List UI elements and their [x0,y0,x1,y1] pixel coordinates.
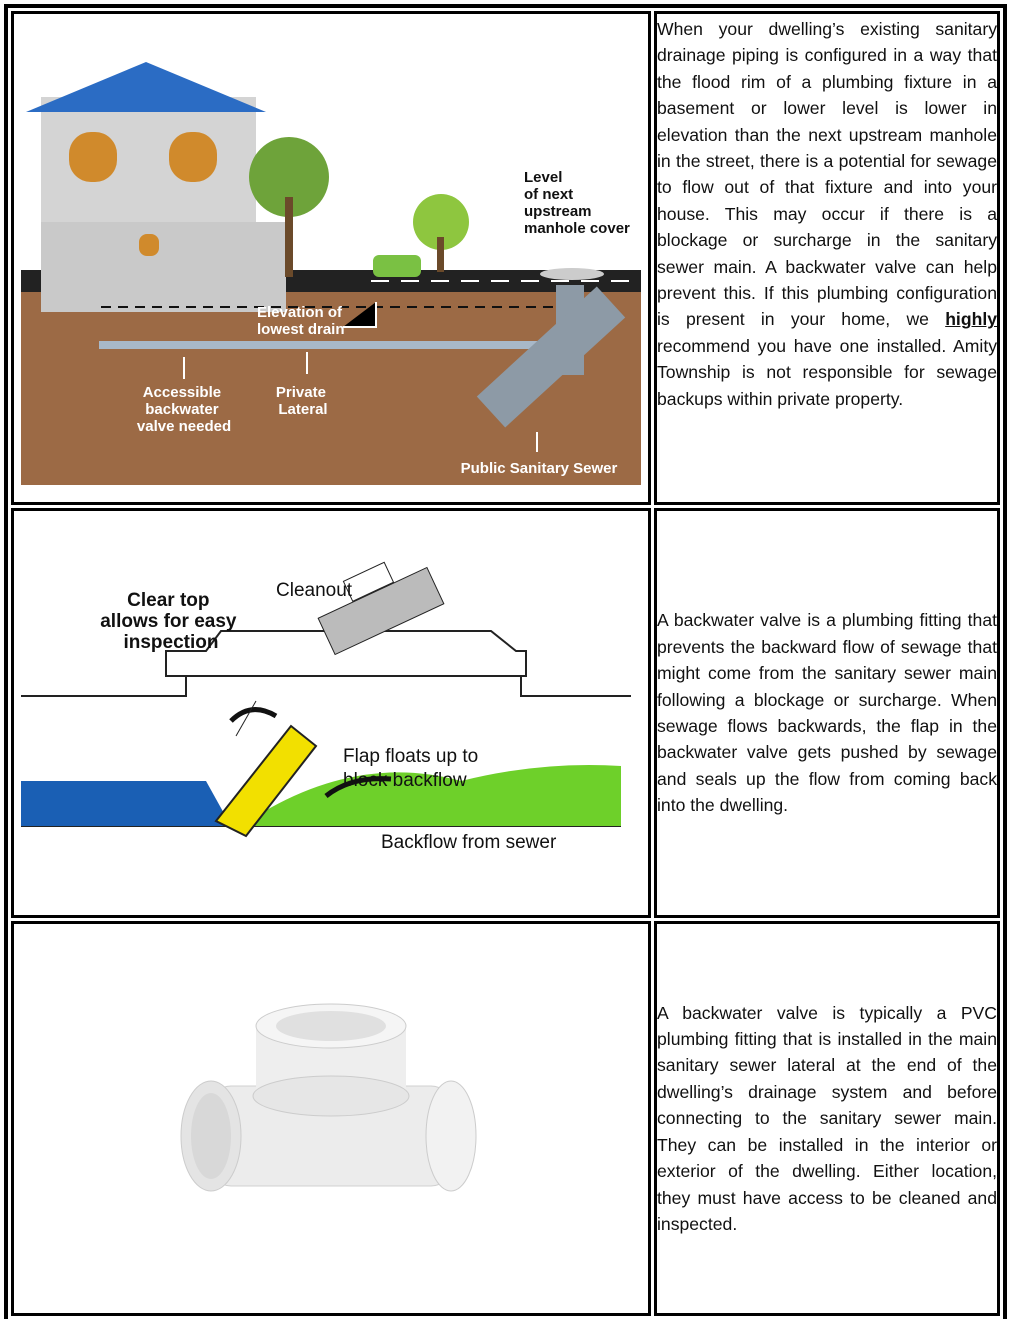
valve-diagram: Clear top allows for easy inspection Cle… [21,551,641,871]
diagram-label: Public Sanitary Sewer [461,460,618,477]
figure-cell [11,921,651,1316]
paragraph: When your dwelling’s existing sanitary d… [657,16,997,412]
sewer-diagram: Level of next upstream manhole cover Ele… [21,27,641,485]
page: Backwater Valve {"rows": [ {"figure": { … [0,0,1011,1317]
diagram-label: Level of next upstream manhole cover [524,169,630,237]
diagram-label: Backflow from sewer [381,832,557,853]
document: Level of next upstream manhole cover Ele… [0,0,1011,1317]
text-cell: When your dwelling’s existing sanitary d… [654,11,1000,505]
figure-cell: Clear top allows for easy inspection Cle… [11,508,651,918]
row: Clear top allows for easy inspection Cle… [11,508,1000,918]
paragraph: A backwater valve is a plumbing fitting … [657,607,997,818]
diagram-label: Cleanout [276,580,353,601]
diagram-label: Private Lateral [276,384,330,418]
figure-cell: Level of next upstream manhole cover Ele… [11,11,651,505]
diagram-label: Accessible backwater valve needed [137,384,231,435]
row: Level of next upstream manhole cover Ele… [11,11,1000,505]
emphasis: highly [945,309,997,329]
valve-photo [171,996,491,1236]
diagram-label: Elevation of lowest drain [257,304,346,338]
text: recommend you have one installed. Amity … [657,336,997,409]
diagram-label: Flap floats up to block backflow [343,746,483,791]
row: A backwater valve is typically a PVC plu… [11,921,1000,1316]
text: When your dwelling’s existing sanitary d… [657,19,997,329]
text-cell: A backwater valve is a plumbing fitting … [654,508,1000,918]
info-table: Level of next upstream manhole cover Ele… [4,4,1007,1319]
text-cell: A backwater valve is typically a PVC plu… [654,921,1000,1316]
paragraph: A backwater valve is typically a PVC plu… [657,1000,997,1238]
